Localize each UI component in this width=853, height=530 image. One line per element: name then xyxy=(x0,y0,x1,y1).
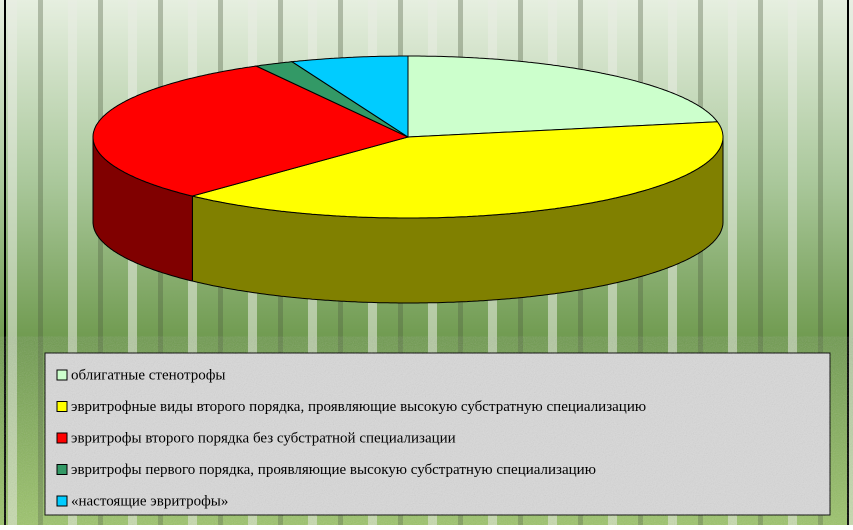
legend-swatch xyxy=(57,496,67,506)
legend-swatch xyxy=(57,433,67,443)
legend-label: эвритрофы второго порядка без субстратно… xyxy=(71,430,456,446)
legend-label: эвритрофные виды второго порядка, проявл… xyxy=(71,399,646,415)
legend-label: «настоящие эвритрофы» xyxy=(71,493,228,509)
legend-swatch xyxy=(57,402,67,412)
legend-label: облигатные стенотрофы xyxy=(71,367,226,383)
chart: облигатные стенотрофы эвритрофные виды вт… xyxy=(0,0,853,525)
pie xyxy=(93,56,723,303)
legend-swatch xyxy=(57,370,67,380)
legend: облигатные стенотрофы эвритрофные виды вт… xyxy=(45,353,830,515)
legend-swatch xyxy=(57,465,67,475)
legend-label: эвритрофы первого порядка, проявляющие в… xyxy=(71,462,596,478)
